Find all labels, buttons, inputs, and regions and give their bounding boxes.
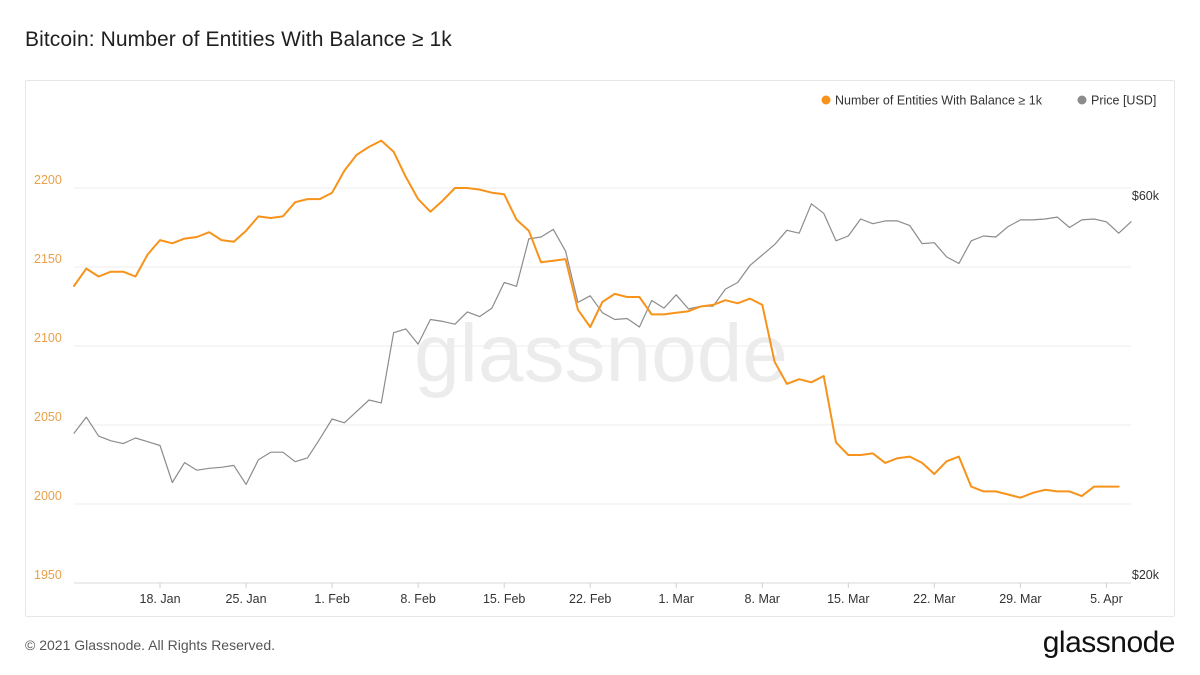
page-title: Bitcoin: Number of Entities With Balance… bbox=[25, 28, 452, 51]
legend-swatch-entities bbox=[821, 95, 831, 105]
legend-label-entities: Number of Entities With Balance ≥ 1k bbox=[835, 94, 1043, 108]
x-tick-label: 8. Mar bbox=[745, 592, 780, 606]
legend-label-price: Price [USD] bbox=[1091, 94, 1156, 108]
x-tick-label: 29. Mar bbox=[999, 592, 1041, 606]
watermark: glassnode bbox=[414, 308, 788, 399]
y-left-tick-label: 2100 bbox=[34, 331, 62, 345]
x-tick-label: 22. Mar bbox=[913, 592, 955, 606]
y-left-tick-label: 1950 bbox=[34, 568, 62, 582]
series-layer bbox=[73, 139, 1132, 499]
axis-layer: 1950 2000 2050 2100 2150 2200 $20k $60k 18. Jan 2… bbox=[34, 173, 1160, 606]
legend-item-entities[interactable]: Number of Entities With Balance ≥ 1k bbox=[821, 94, 1043, 108]
legend-swatch-price bbox=[1077, 95, 1087, 105]
glassnode-logo: glassnode bbox=[1042, 626, 1176, 659]
x-tick-label: 15. Feb bbox=[483, 592, 525, 606]
y-left-tick-label: 2200 bbox=[34, 173, 62, 187]
legend: Number of Entities With Balance ≥ 1k Pri… bbox=[821, 94, 1157, 108]
y-left-tick-label: 2050 bbox=[34, 410, 62, 424]
chart-frame: glassnode 1950 2000 2050 2100 2150 2200 $20k $6… bbox=[25, 80, 1175, 617]
series-line-price bbox=[73, 203, 1132, 485]
x-tick-label: 25. Jan bbox=[226, 592, 267, 606]
y-right-tick-label: $20k bbox=[1132, 568, 1160, 582]
x-tick-label: 22. Feb bbox=[569, 592, 611, 606]
x-tick-label: 1. Mar bbox=[659, 592, 694, 606]
series-line-entities bbox=[73, 139, 1120, 499]
grid-layer bbox=[74, 187, 1131, 584]
x-tick-label: 15. Mar bbox=[827, 592, 869, 606]
chart-svg: glassnode 1950 2000 2050 2100 2150 2200 $20k $6… bbox=[34, 94, 1160, 607]
x-tick-label: 18. Jan bbox=[140, 592, 181, 606]
x-tick-label: 1. Feb bbox=[314, 592, 349, 606]
y-left-tick-label: 2000 bbox=[34, 489, 62, 503]
y-right-tick-label: $60k bbox=[1132, 189, 1160, 203]
legend-item-price[interactable]: Price [USD] bbox=[1077, 94, 1157, 108]
x-tick-label: 8. Feb bbox=[400, 592, 435, 606]
x-tick-label: 5. Apr bbox=[1090, 592, 1123, 606]
y-left-tick-label: 2150 bbox=[34, 252, 62, 266]
footer-copyright: © 2021 Glassnode. All Rights Reserved. bbox=[25, 637, 276, 653]
